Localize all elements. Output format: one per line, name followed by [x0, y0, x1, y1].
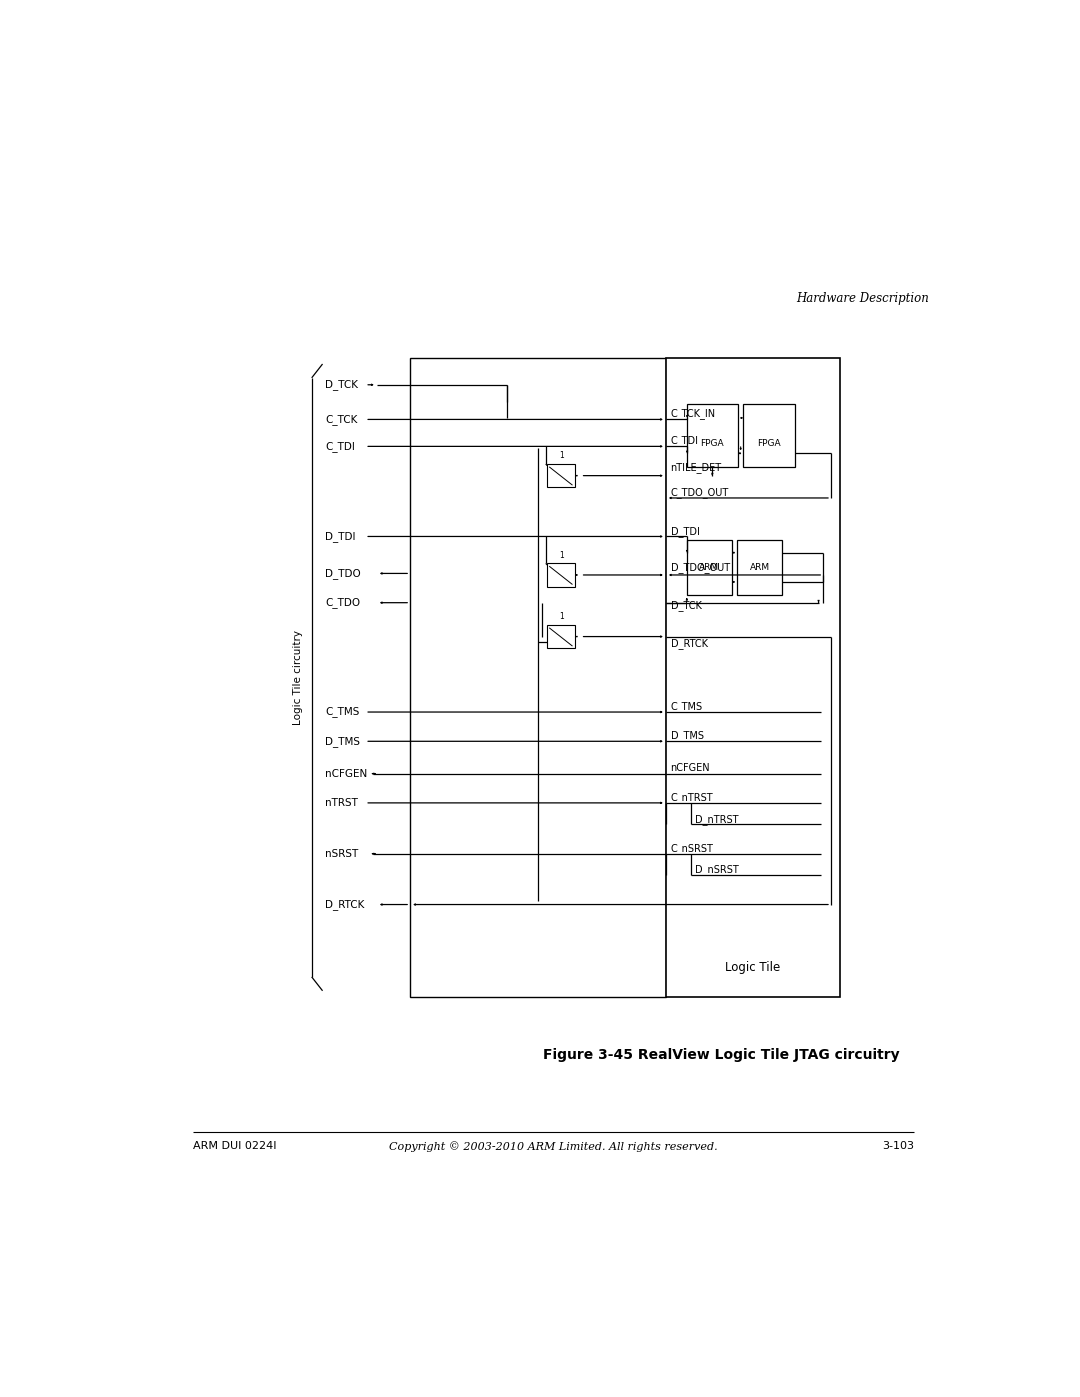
Text: ARM: ARM — [699, 563, 719, 571]
Text: nTRST: nTRST — [325, 798, 357, 807]
Text: D_TMS: D_TMS — [325, 736, 360, 747]
Text: C_TCK_IN: C_TCK_IN — [671, 408, 716, 419]
Bar — [548, 563, 576, 587]
Text: Figure 3-45 RealView Logic Tile JTAG circuitry: Figure 3-45 RealView Logic Tile JTAG cir… — [542, 1048, 900, 1062]
Text: D_TCK: D_TCK — [671, 601, 701, 612]
Text: D_RTCK: D_RTCK — [325, 900, 364, 909]
Text: ARM: ARM — [750, 563, 770, 571]
Text: 3-103: 3-103 — [882, 1141, 914, 1151]
Text: D_TDO_OUT: D_TDO_OUT — [671, 563, 730, 574]
Text: 1: 1 — [558, 451, 564, 460]
Text: D_TDI: D_TDI — [671, 525, 700, 536]
Text: nCFGEN: nCFGEN — [671, 763, 711, 774]
Text: Logic Tile: Logic Tile — [726, 961, 781, 974]
Text: C_nTRST: C_nTRST — [671, 792, 713, 803]
Text: D_TDO: D_TDO — [325, 569, 361, 578]
Bar — [687, 404, 738, 467]
Bar — [687, 539, 732, 595]
Text: D_TMS: D_TMS — [671, 731, 703, 742]
Text: nTILE_DET: nTILE_DET — [671, 462, 721, 474]
Text: Copyright © 2003-2010 ARM Limited. All rights reserved.: Copyright © 2003-2010 ARM Limited. All r… — [389, 1141, 718, 1151]
Text: C_TMS: C_TMS — [671, 701, 703, 712]
Bar — [743, 404, 795, 467]
Bar — [666, 358, 840, 997]
Text: C_TDO_OUT: C_TDO_OUT — [671, 488, 729, 499]
Text: nSRST: nSRST — [325, 849, 359, 859]
Bar — [548, 464, 576, 488]
Bar — [410, 358, 666, 997]
Text: ARM DUI 0224I: ARM DUI 0224I — [193, 1141, 276, 1151]
Text: C_TMS: C_TMS — [325, 707, 360, 718]
Text: D_nSRST: D_nSRST — [696, 865, 739, 876]
Text: C_TDI: C_TDI — [325, 441, 354, 451]
Text: 1: 1 — [558, 612, 564, 622]
Bar — [548, 624, 576, 648]
Text: D_RTCK: D_RTCK — [671, 638, 707, 650]
Text: C_nSRST: C_nSRST — [671, 842, 714, 854]
Text: Logic Tile circuitry: Logic Tile circuitry — [293, 630, 302, 725]
Text: D_TCK: D_TCK — [325, 380, 357, 390]
Text: D_nTRST: D_nTRST — [696, 813, 739, 824]
Text: C_TDO: C_TDO — [325, 598, 360, 608]
Bar — [738, 539, 782, 595]
Text: C_TDI: C_TDI — [671, 436, 699, 447]
Text: nCFGEN: nCFGEN — [325, 768, 367, 778]
Text: FPGA: FPGA — [757, 439, 781, 447]
Text: FPGA: FPGA — [701, 439, 725, 447]
Text: 1: 1 — [558, 550, 564, 560]
Text: C_TCK: C_TCK — [325, 414, 357, 425]
Text: Hardware Description: Hardware Description — [797, 292, 930, 306]
Text: D_TDI: D_TDI — [325, 531, 355, 542]
